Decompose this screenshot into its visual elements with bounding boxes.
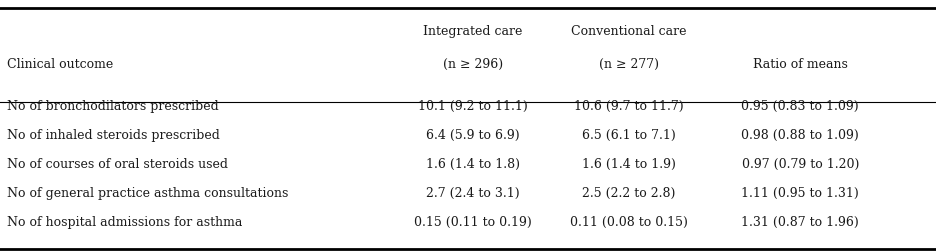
Text: Integrated care: Integrated care (423, 25, 522, 38)
Text: No of courses of oral steroids used: No of courses of oral steroids used (7, 158, 228, 171)
Text: 2.5 (2.2 to 2.8): 2.5 (2.2 to 2.8) (582, 187, 676, 200)
Text: No of general practice asthma consultations: No of general practice asthma consultati… (7, 187, 289, 200)
Text: Clinical outcome: Clinical outcome (7, 57, 114, 71)
Text: 10.6 (9.7 to 11.7): 10.6 (9.7 to 11.7) (574, 100, 684, 113)
Text: Conventional care: Conventional care (571, 25, 687, 38)
Text: 0.15 (0.11 to 0.19): 0.15 (0.11 to 0.19) (414, 216, 532, 229)
Text: 6.5 (6.1 to 7.1): 6.5 (6.1 to 7.1) (582, 129, 676, 142)
Text: 0.97 (0.79 to 1.20): 0.97 (0.79 to 1.20) (741, 158, 859, 171)
Text: 2.7 (2.4 to 3.1): 2.7 (2.4 to 3.1) (426, 187, 519, 200)
Text: 0.95 (0.83 to 1.09): 0.95 (0.83 to 1.09) (741, 100, 859, 113)
Text: 10.1 (9.2 to 11.1): 10.1 (9.2 to 11.1) (417, 100, 528, 113)
Text: No of inhaled steroids prescribed: No of inhaled steroids prescribed (7, 129, 220, 142)
Text: (n ≥ 277): (n ≥ 277) (599, 57, 659, 71)
Text: 6.4 (5.9 to 6.9): 6.4 (5.9 to 6.9) (426, 129, 519, 142)
Text: 0.98 (0.88 to 1.09): 0.98 (0.88 to 1.09) (741, 129, 859, 142)
Text: 0.11 (0.08 to 0.15): 0.11 (0.08 to 0.15) (570, 216, 688, 229)
Text: 1.31 (0.87 to 1.96): 1.31 (0.87 to 1.96) (741, 216, 859, 229)
Text: 1.11 (0.95 to 1.31): 1.11 (0.95 to 1.31) (741, 187, 859, 200)
Text: No of hospital admissions for asthma: No of hospital admissions for asthma (7, 216, 242, 229)
Text: (n ≥ 296): (n ≥ 296) (443, 57, 503, 71)
Text: 1.6 (1.4 to 1.9): 1.6 (1.4 to 1.9) (582, 158, 676, 171)
Text: Ratio of means: Ratio of means (753, 57, 848, 71)
Text: 1.6 (1.4 to 1.8): 1.6 (1.4 to 1.8) (426, 158, 519, 171)
Text: No of bronchodilators prescribed: No of bronchodilators prescribed (7, 100, 219, 113)
